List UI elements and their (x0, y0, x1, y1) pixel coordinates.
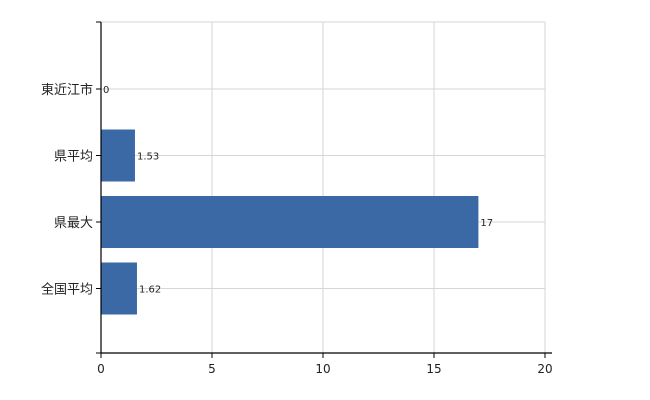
y-tick-label-2: 県平均 (54, 150, 93, 165)
y-tick-label-1: 東近江市 (41, 82, 93, 98)
x-tick-label-4: 20 (537, 362, 552, 376)
grid-lines (101, 21, 546, 353)
bar-3 (101, 196, 479, 248)
y-tick-label-3: 県最大 (54, 216, 93, 231)
data-label-2: 1.53 (137, 152, 159, 163)
x-tick-label-3: 15 (426, 362, 441, 376)
data-labels: 0 1.53 17 1.62 (103, 85, 493, 296)
axes (100, 22, 552, 354)
x-tick-label-2: 10 (315, 362, 330, 376)
bar-4 (101, 262, 137, 315)
bar-2 (101, 129, 135, 182)
x-tick-label-0: 0 (97, 362, 105, 376)
bars (101, 129, 479, 315)
data-label-4: 1.62 (139, 285, 161, 296)
x-tick-label-1: 5 (208, 362, 216, 376)
data-label-3: 17 (480, 218, 493, 229)
data-label-1: 0 (103, 85, 109, 96)
x-axis-ticks: 0 5 10 15 20 (97, 353, 553, 376)
y-tick-label-4: 全国平均 (41, 282, 93, 298)
